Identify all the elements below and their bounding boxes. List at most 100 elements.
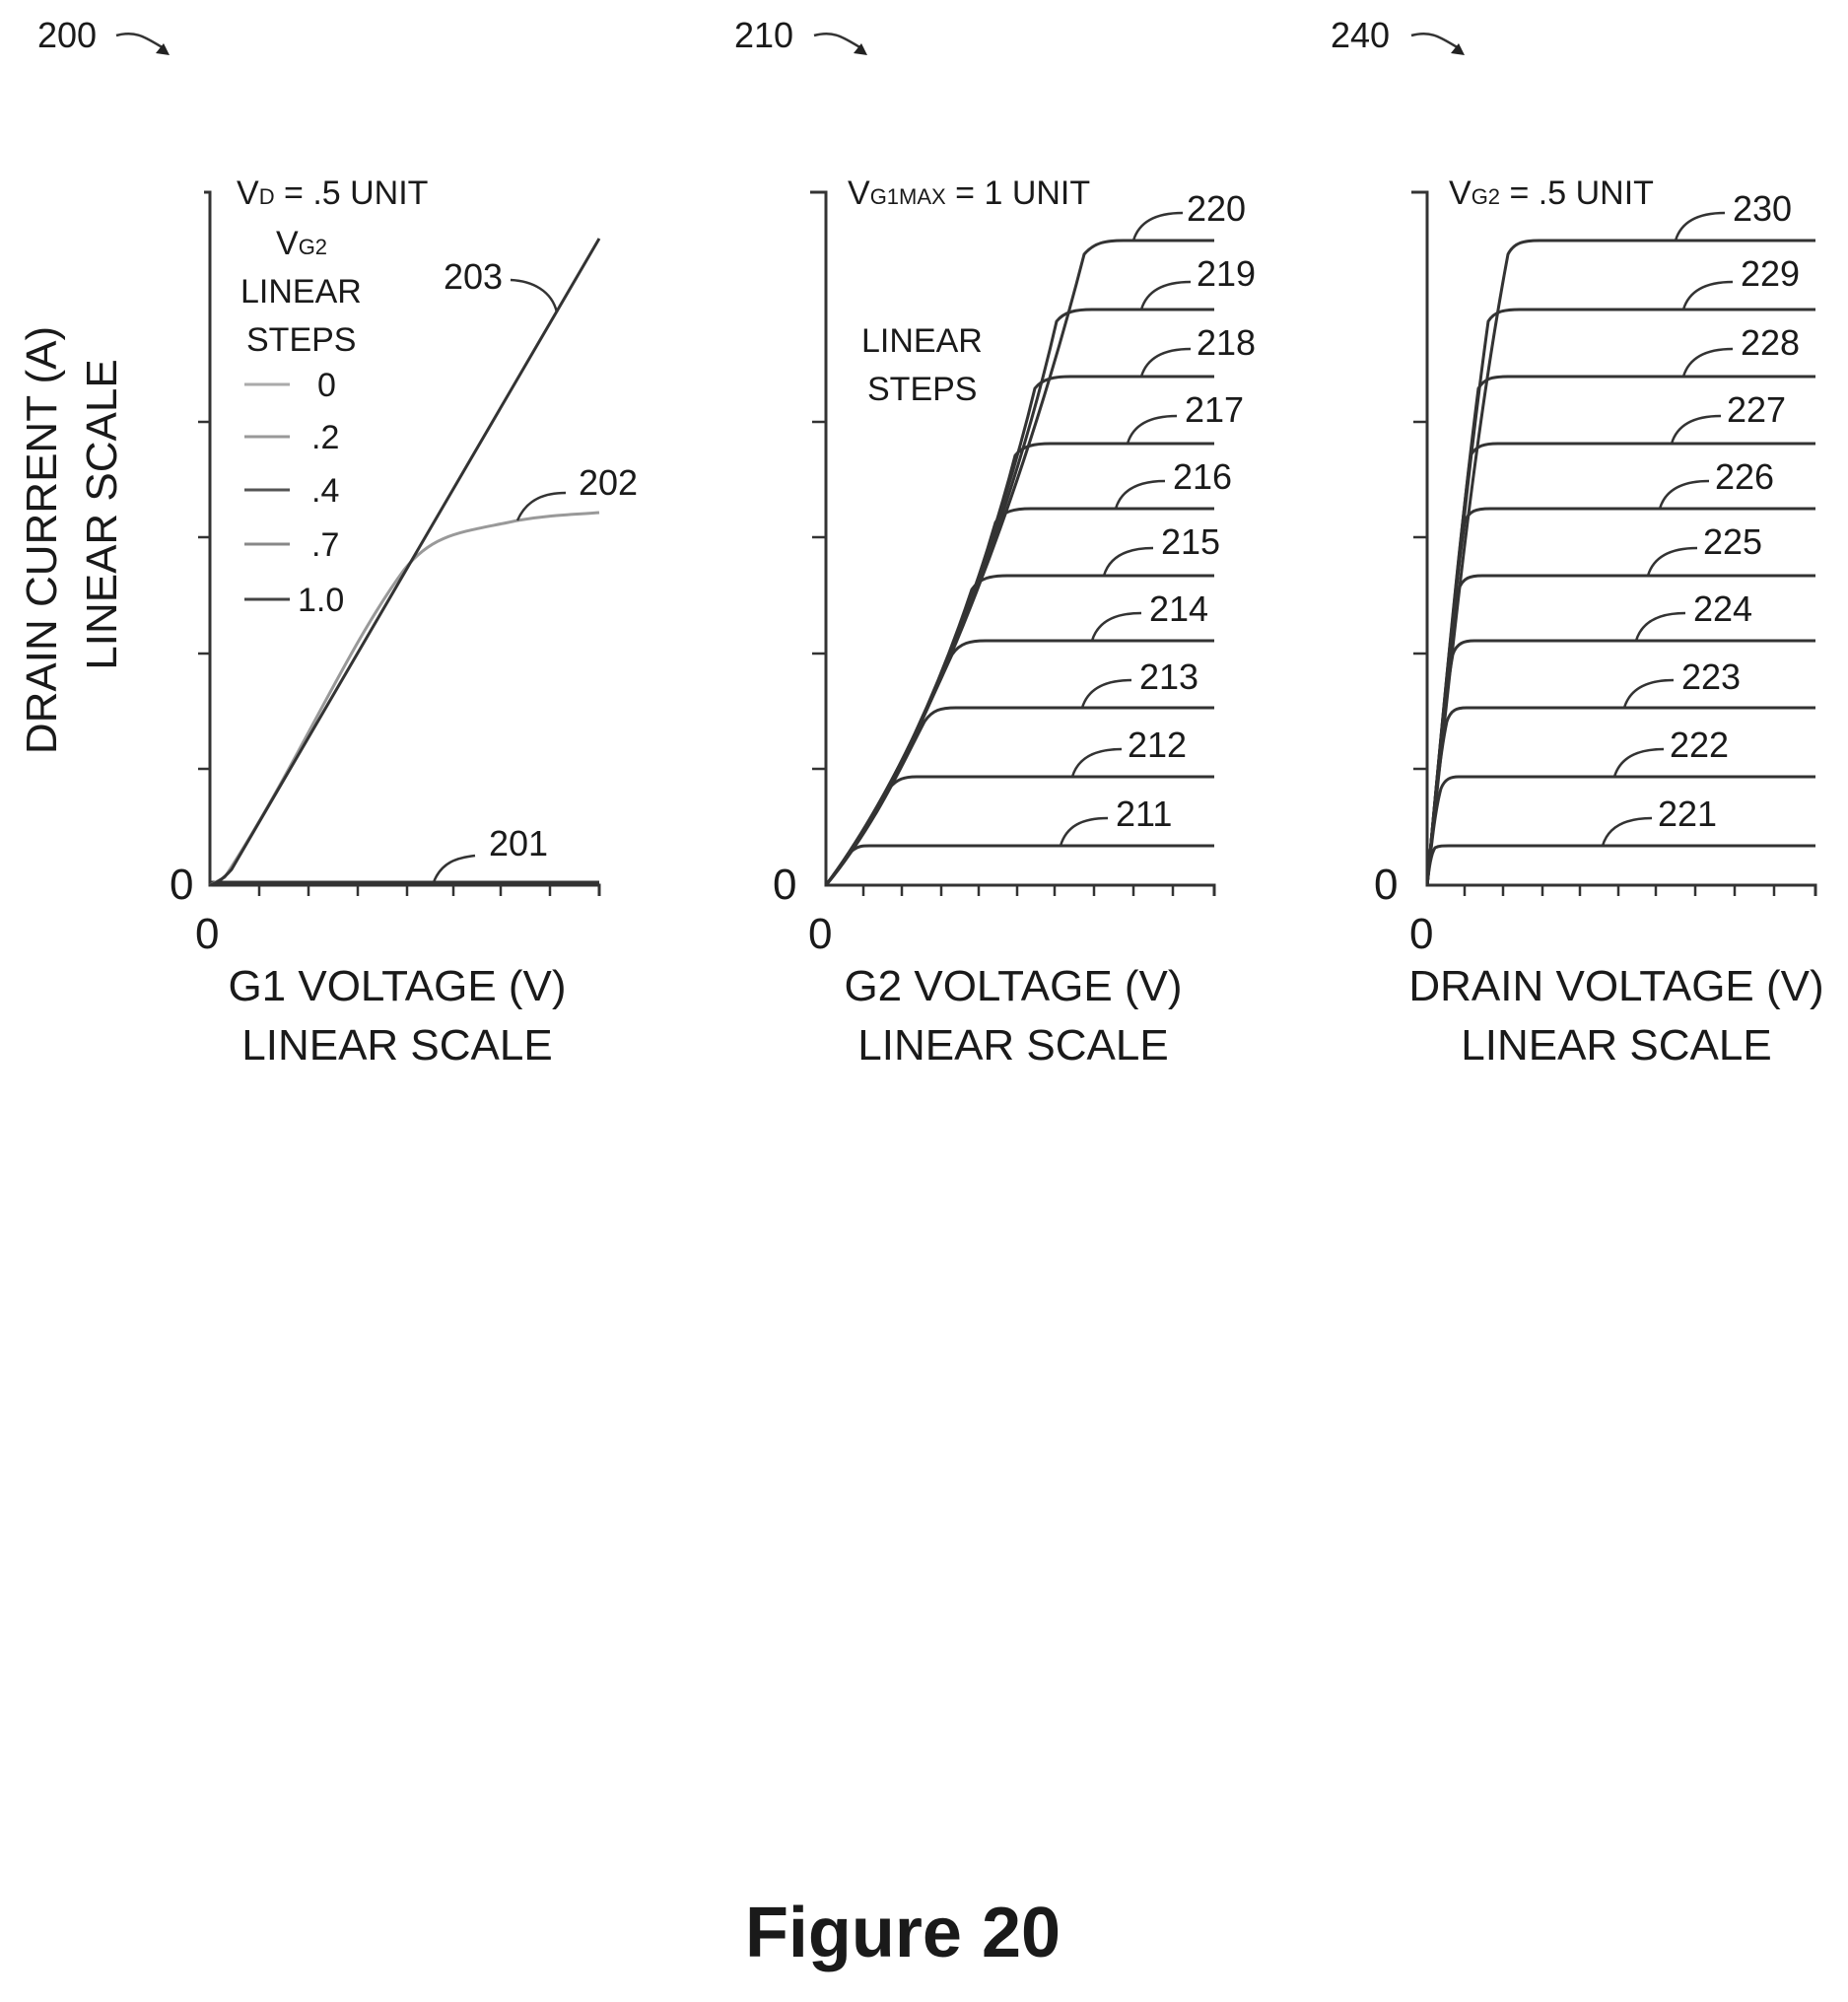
curve-203 (209, 238, 601, 887)
curve-225-leader (1646, 546, 1698, 577)
panel-210-x-axis-title-line2: LINEAR SCALE (857, 1021, 1168, 1070)
curve-223-label: 223 (1681, 656, 1741, 697)
curve-212-label: 212 (1128, 725, 1187, 765)
ref-210-arrow (813, 33, 864, 51)
panel-240: 0 0 VG2 = .5 UNIT 221 222 223 224 225 (1374, 174, 1824, 1070)
curve-227-label: 227 (1727, 389, 1786, 430)
panel-200-condition: VD = .5 UNIT (237, 174, 428, 212)
panel-210-x-axis-title-line1: G2 VOLTAGE (V) (844, 962, 1182, 1010)
curve-226-leader (1658, 479, 1710, 510)
curve-220-leader (1131, 211, 1184, 242)
legend-label-3: .7 (311, 526, 339, 564)
curve-215-label: 215 (1161, 521, 1220, 562)
curve-225 (1425, 574, 1815, 886)
figure-title: Figure 20 (745, 1894, 1061, 1972)
curve-227-leader (1670, 414, 1722, 445)
legend-label-4: 1.0 (298, 582, 344, 619)
panel-240-y-zero: 0 (1374, 861, 1398, 909)
curve-221 (1425, 844, 1815, 886)
curve-222-label: 222 (1670, 725, 1729, 765)
panel-210-x-ticks (861, 885, 1175, 896)
curve-222-leader (1612, 747, 1665, 778)
curve-211-label: 211 (1116, 794, 1172, 834)
curve-226-label: 226 (1715, 456, 1774, 497)
curve-223-leader (1622, 678, 1675, 709)
curve-216-label: 216 (1173, 456, 1232, 497)
curve-222 (1425, 775, 1815, 886)
curve-214-leader (1090, 611, 1142, 642)
legend-label-2: .4 (311, 472, 339, 510)
panel-240-y-ticks (1413, 420, 1427, 771)
panel-240-condition: VG2 = .5 UNIT (1449, 174, 1654, 212)
y-axis-title-line2: LINEAR SCALE (78, 359, 126, 669)
ref-210: 210 (734, 15, 793, 55)
panel-210-note-line2: STEPS (867, 371, 977, 408)
panel-210-axes (810, 190, 1216, 896)
legend: 0 .2 .4 .7 1.0 (244, 367, 344, 619)
curve-224-leader (1634, 611, 1686, 642)
curve-218-leader (1139, 347, 1192, 378)
curve-221-label: 221 (1658, 794, 1717, 834)
ref-200-arrowhead (156, 43, 170, 55)
curve-217-label: 217 (1185, 389, 1244, 430)
panel-210-y-ticks (812, 420, 826, 771)
panel-240-x-axis-title-line1: DRAIN VOLTAGE (V) (1408, 962, 1823, 1010)
curve-219-leader (1139, 280, 1192, 311)
curve-211 (824, 844, 1214, 886)
panel-210-labels: 211 212 213 214 215 216 217 218 219 220 (1059, 188, 1256, 847)
ref-240-arrow (1410, 33, 1462, 51)
curve-229-leader (1681, 280, 1734, 311)
panel-200-x-axis-title-line2: LINEAR SCALE (241, 1021, 552, 1070)
panel-240-x-axis-title-line2: LINEAR SCALE (1461, 1021, 1771, 1070)
curve-230 (1425, 239, 1815, 886)
curve-214-label: 214 (1149, 588, 1208, 629)
curve-221-leader (1601, 816, 1653, 847)
legend-title-line3: STEPS (246, 321, 356, 359)
curve-219-label: 219 (1197, 253, 1256, 294)
curve-228 (1425, 375, 1815, 886)
panel-210-y-zero: 0 (773, 861, 796, 909)
panel-200-x-axis-title-line1: G1 VOLTAGE (V) (228, 962, 566, 1010)
y-axis-title-line1: DRAIN CURRENT (A) (18, 326, 66, 754)
panel-210-condition: VG1MAX = 1 UNIT (848, 174, 1090, 212)
curve-211-leader (1059, 816, 1109, 847)
ref-210-arrowhead (854, 43, 867, 55)
curve-202-label: 202 (579, 462, 638, 503)
panel-240-x-ticks (1463, 885, 1776, 896)
panel-240-curves (1425, 239, 1815, 886)
curve-218-label: 218 (1197, 322, 1256, 363)
ref-240: 240 (1331, 15, 1390, 55)
legend-title-line2: LINEAR (240, 273, 362, 311)
curve-220-label: 220 (1187, 188, 1246, 229)
panel-210-curves (824, 239, 1214, 886)
curve-225-label: 225 (1703, 521, 1762, 562)
curve-216-leader (1114, 479, 1166, 510)
curve-226 (1425, 507, 1815, 886)
panel-240-x-zero: 0 (1409, 910, 1433, 958)
panel-200-y-zero: 0 (170, 861, 193, 909)
panel-210-x-zero: 0 (808, 910, 832, 958)
curve-224-label: 224 (1693, 588, 1752, 629)
panel-240-labels: 221 222 223 224 225 226 227 228 229 230 (1601, 188, 1800, 847)
ref-210-group: 210 (734, 15, 867, 55)
curve-203-leader (510, 278, 559, 313)
ref-200-arrow (115, 33, 167, 51)
legend-label-0: 0 (317, 367, 336, 404)
legend-title: VG2 (276, 225, 327, 262)
ref-200-group: 200 (37, 15, 170, 55)
curve-228-leader (1681, 347, 1734, 378)
curve-213-label: 213 (1139, 656, 1198, 697)
curve-201-label: 201 (489, 823, 548, 863)
curve-203-label: 203 (444, 256, 503, 297)
curve-202-leader (515, 491, 567, 521)
panel-200: 0 0 VD = .5 UNIT VG2 LINEAR STEPS 0 .2 .… (170, 174, 638, 1070)
curve-230-leader (1674, 211, 1726, 242)
curve-201-leader (432, 854, 476, 883)
curve-217-leader (1126, 414, 1178, 445)
curve-223 (1425, 706, 1815, 886)
panel-210-note-line1: LINEAR (861, 322, 983, 360)
panel-200-x-zero: 0 (195, 910, 219, 958)
curve-229-label: 229 (1741, 253, 1800, 294)
curve-230-label: 230 (1733, 188, 1792, 229)
